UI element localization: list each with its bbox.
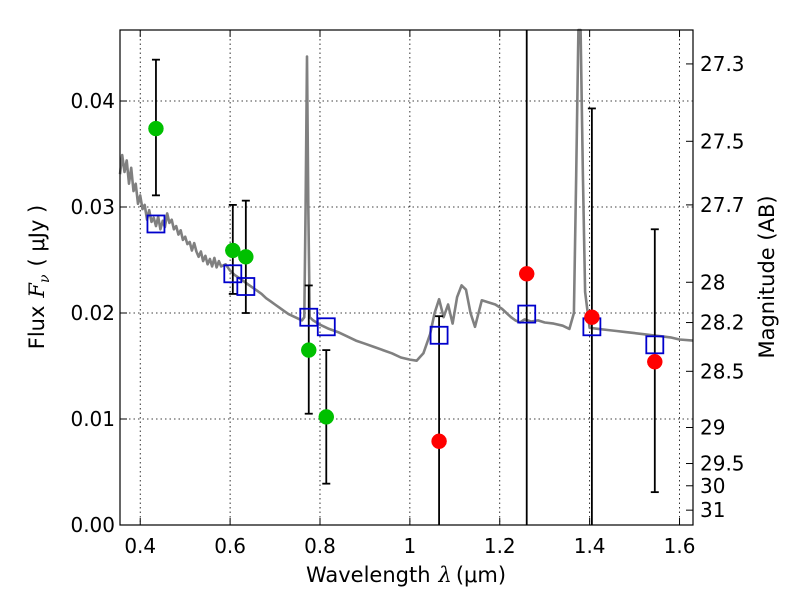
y-tick-label: 0.04	[70, 89, 115, 113]
model-box-marker	[429, 325, 449, 345]
model-box-marker	[236, 277, 256, 296]
right-tick-label: 27.5	[700, 129, 745, 153]
x-axis-label-symbol: λ	[438, 563, 452, 587]
green-point	[301, 342, 317, 358]
y-tick-label: 0.00	[70, 513, 115, 537]
y-axis-label-subscript: ν	[37, 274, 53, 283]
model-spectrum-line	[118, 28, 694, 362]
right-tick-label: 31	[700, 498, 725, 522]
green-point	[238, 249, 254, 265]
x-axis-label-main: Wavelength	[306, 563, 431, 587]
green-point	[318, 409, 335, 425]
right-tick-label: 28	[700, 270, 725, 294]
right-tick-label: 27.7	[700, 193, 745, 217]
red-point	[518, 266, 535, 282]
model-box-marker	[223, 264, 243, 284]
model-box-marker	[645, 335, 665, 355]
right-tick-label: 28.2	[700, 311, 745, 335]
x-tick-label: 1.4	[574, 534, 606, 558]
y-tick-label: 0.01	[70, 407, 115, 431]
x-tick-label: 1.6	[664, 534, 696, 558]
model-spectrum-layer	[118, 28, 694, 362]
right-tick-label: 29	[700, 415, 725, 439]
y-axis-label-main: Flux	[25, 306, 49, 350]
right-axis-label: Magnitude (AB)	[755, 195, 779, 358]
right-tick-label: 27.3	[700, 52, 745, 76]
red-point	[647, 354, 663, 370]
right-tick-label: 30	[700, 474, 725, 498]
plot-frame	[119, 29, 694, 526]
y-axis-label: Flux Fν ( μJy )	[25, 205, 53, 349]
y-tick-label: 0.03	[70, 195, 115, 219]
ticks-layer: 0.4 0.6 0.8 1 1.2 1.4 1.6 0.00 0.01 0.02 0.03 0.04 2…	[70, 30, 745, 558]
right-tick-label: 28.5	[700, 359, 745, 383]
model-box-marker	[299, 307, 319, 327]
x-axis-label: Wavelength λ (μm)	[306, 563, 506, 587]
model-box-marker	[517, 304, 537, 324]
y-axis-label-symbol: F	[25, 282, 49, 299]
red-point	[584, 309, 600, 325]
green-point	[225, 242, 241, 259]
y-axis-label-unit: ( μJy )	[25, 205, 49, 267]
x-tick-label: 0.6	[214, 534, 246, 558]
red-point	[431, 433, 447, 450]
green-point	[148, 120, 164, 137]
points-layer	[146, 120, 665, 450]
x-tick-label: 0.8	[304, 534, 336, 558]
right-tick-label: 29.5	[700, 452, 745, 476]
model-box-marker	[316, 317, 336, 337]
x-tick-label: 0.4	[124, 534, 156, 558]
x-axis-label-unit: (μm)	[456, 563, 506, 587]
x-tick-label: 1.2	[484, 534, 516, 558]
y-tick-label: 0.02	[70, 301, 115, 325]
x-tick-label: 1	[404, 534, 417, 558]
model-box-marker	[146, 214, 166, 234]
